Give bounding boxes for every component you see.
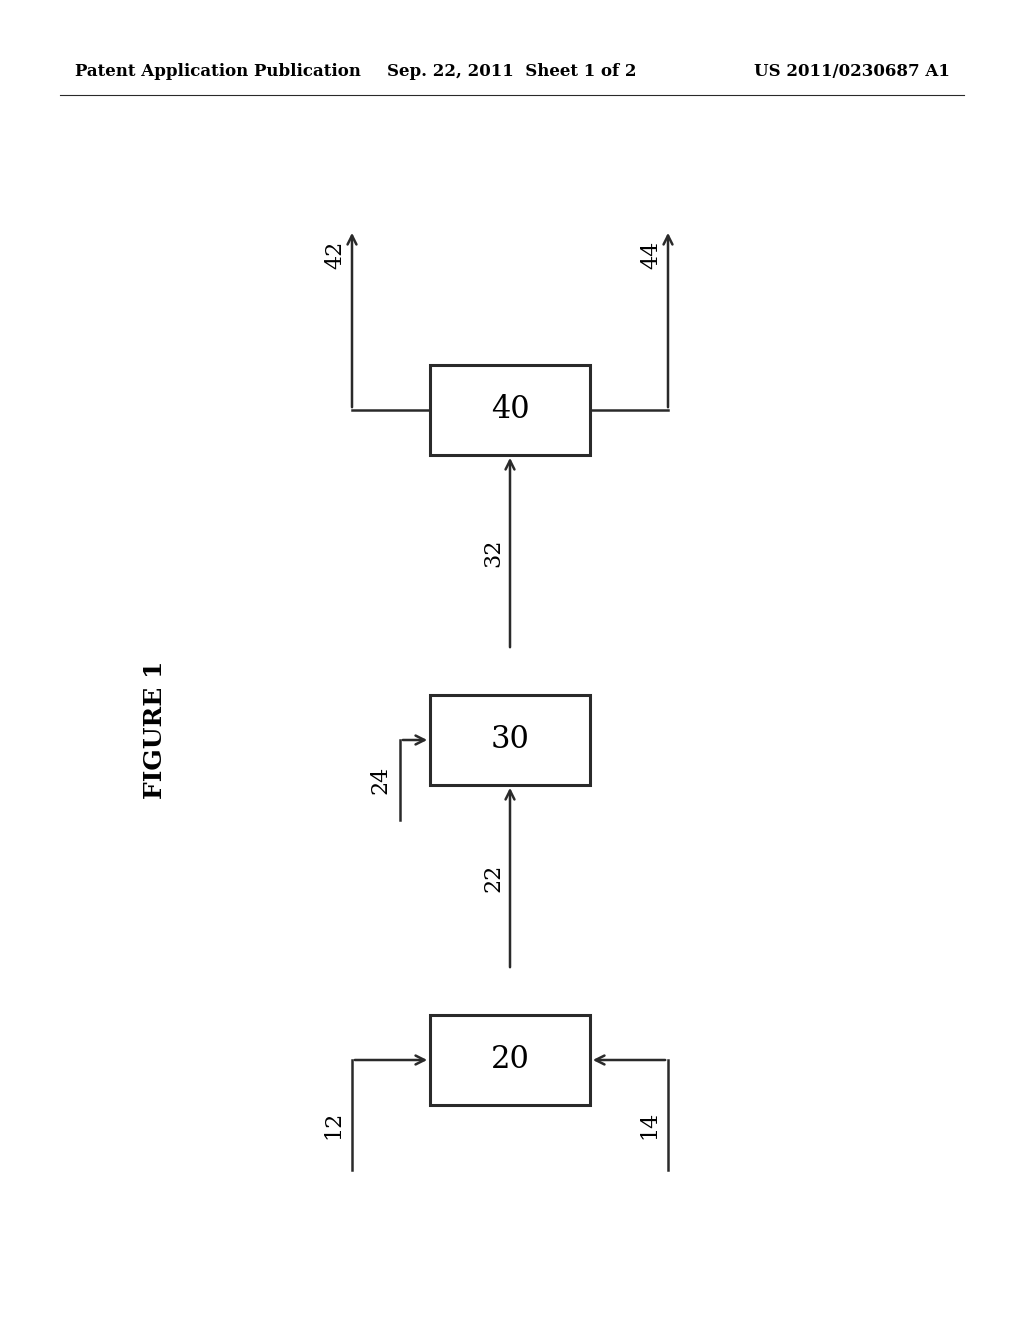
Text: Patent Application Publication: Patent Application Publication — [75, 63, 360, 81]
Text: 32: 32 — [482, 539, 504, 568]
Text: 22: 22 — [482, 863, 504, 892]
Text: US 2011/0230687 A1: US 2011/0230687 A1 — [754, 63, 950, 81]
Text: Sep. 22, 2011  Sheet 1 of 2: Sep. 22, 2011 Sheet 1 of 2 — [387, 63, 637, 81]
Bar — [430, 366, 590, 455]
Text: FIGURE 1: FIGURE 1 — [143, 661, 167, 799]
Text: 42: 42 — [324, 240, 346, 269]
Text: 24: 24 — [369, 766, 391, 795]
Text: 44: 44 — [640, 240, 662, 269]
Text: 14: 14 — [638, 1111, 660, 1139]
Text: 12: 12 — [322, 1111, 344, 1139]
Bar — [430, 1015, 590, 1105]
Text: 40: 40 — [490, 395, 529, 425]
Bar — [430, 696, 590, 785]
Text: 20: 20 — [490, 1044, 529, 1076]
Text: 30: 30 — [490, 725, 529, 755]
